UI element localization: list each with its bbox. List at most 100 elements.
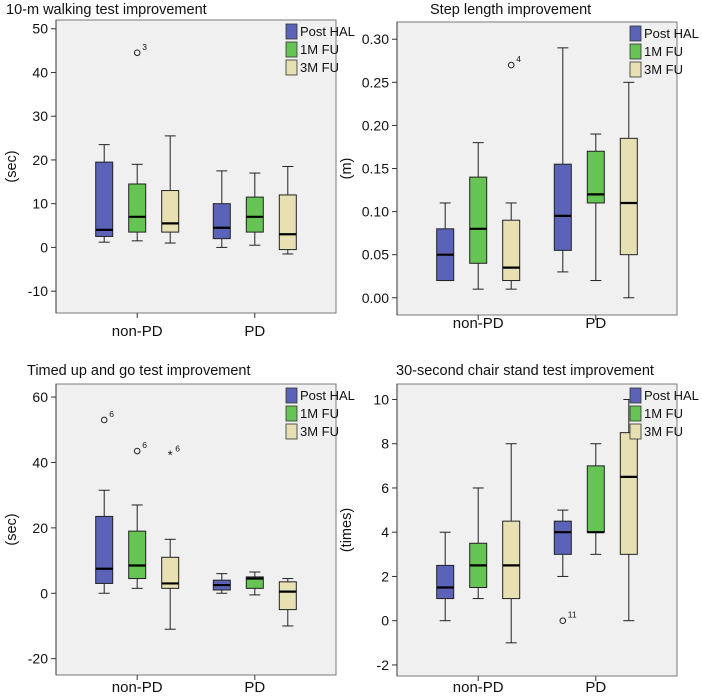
y-tick-label: 20 [32, 152, 48, 168]
legend-label: 1M FU [300, 406, 339, 421]
y-tick-label: 0.10 [362, 204, 389, 220]
y-tick-label: 30 [32, 108, 48, 124]
box-3m-fu-pd [278, 166, 297, 255]
y-tick-label: 4 [381, 524, 389, 540]
box-post-hal-non-pd: 6 [95, 409, 114, 594]
outlier-marker [133, 447, 141, 455]
y-tick-label: -2 [377, 657, 390, 673]
y-axis-label: (sec) [4, 150, 20, 182]
legend-swatch-1m-fu [629, 405, 642, 422]
y-tick-label: 0 [40, 585, 48, 601]
y-tick-label: 2 [381, 568, 389, 584]
box-3m-fu-non-pd [161, 135, 180, 244]
outlier-label: 4 [516, 54, 521, 64]
iqr-box [245, 196, 264, 233]
outlier-label: 6 [109, 409, 114, 419]
legend-label: 3M FU [300, 60, 339, 75]
legend: Post HAL 1M FU 3M FU [285, 23, 355, 76]
iqr-box [502, 219, 521, 282]
outlier-marker [507, 61, 515, 69]
box-1m-fu-pd [245, 172, 264, 246]
legend-label: 1M FU [644, 44, 683, 59]
box-post-hal-non-pd [436, 202, 455, 282]
chart-title: Step length improvement [430, 2, 591, 18]
box-post-hal-non-pd [95, 144, 114, 243]
outlier-label: 6 [175, 443, 180, 453]
legend-swatch-3m-fu [285, 59, 298, 76]
iqr-box [619, 137, 638, 256]
chart-title: 30-second chair stand test improvement [396, 363, 654, 379]
box-1m-fu-non-pd: 6 [128, 440, 147, 589]
legend-label: 3M FU [644, 424, 683, 439]
iqr-box [128, 530, 147, 580]
outlier-label: 11 [568, 610, 577, 620]
outlier-label: 6 [142, 440, 147, 450]
iqr-box [212, 203, 231, 240]
category-label: PD [244, 323, 265, 340]
box-1m-fu-non-pd: 3 [128, 42, 147, 242]
legend-swatch-post-hal [285, 23, 298, 40]
category-label: PD [244, 679, 265, 695]
box-3m-fu-pd [619, 398, 638, 622]
legend-swatch-post-hal [285, 387, 298, 404]
y-tick-label: -10 [28, 283, 48, 299]
iqr-box [161, 190, 180, 233]
legend-label: Post HAL [300, 388, 355, 403]
box-3m-fu-non-pd [502, 443, 521, 644]
y-tick-label: 0.25 [362, 74, 389, 90]
iqr-box [245, 576, 264, 589]
legend-label: 1M FU [644, 406, 683, 421]
y-tick-label: 0.20 [362, 117, 389, 133]
legend-label: 3M FU [644, 62, 683, 77]
legend-swatch-1m-fu [285, 41, 298, 58]
outlier-marker [559, 617, 567, 624]
chart-title: Timed up and go test improvement [27, 363, 251, 379]
box-1m-fu-pd [586, 133, 605, 282]
box-3m-fu-non-pd: 4 [502, 54, 521, 290]
y-tick-label: 0 [381, 613, 389, 629]
chart-panel-4: 30-second chair stand test improvement (t… [339, 363, 699, 696]
iqr-box [95, 161, 114, 237]
y-axis-label: (sec) [4, 513, 20, 545]
iqr-box [553, 520, 572, 555]
category-label: non-PD [453, 679, 504, 695]
y-tick-label: 10 [373, 391, 389, 407]
legend-swatch-post-hal [629, 25, 642, 42]
y-tick-label: 40 [32, 64, 48, 80]
legend-label: Post HAL [300, 24, 355, 39]
y-tick-label: 20 [32, 520, 48, 536]
outlier-marker [100, 416, 108, 424]
legend: Post HAL 1M FU 3M FU [285, 387, 355, 440]
extreme-outlier-marker: * [168, 447, 173, 462]
box-post-hal-pd [212, 170, 231, 248]
box-1m-fu-pd [586, 443, 605, 555]
legend-label: 3M FU [300, 424, 339, 439]
legend-swatch-3m-fu [629, 61, 642, 78]
y-tick-label: 0 [40, 239, 48, 255]
category-label: PD [585, 679, 606, 695]
legend-label: Post HAL [644, 26, 699, 41]
y-tick-label: -20 [28, 651, 48, 667]
chart-panel-2: Step length improvement (m) 0.00 0.05 0.10 0.… [339, 2, 699, 332]
iqr-box [619, 432, 638, 555]
chart-panel-1: 10-m walking test improvement (sec) -10 0 10… [4, 2, 355, 340]
box-post-hal-pd [553, 47, 572, 273]
box-3m-fu-pd [619, 81, 638, 299]
legend-swatch-post-hal [629, 387, 642, 404]
legend-swatch-1m-fu [285, 405, 298, 422]
iqr-box [278, 194, 297, 251]
iqr-box [161, 556, 180, 589]
category-label: non-PD [112, 679, 163, 695]
y-tick-label: 0.15 [362, 161, 389, 177]
iqr-box [586, 465, 605, 533]
iqr-box [95, 515, 114, 584]
box-1m-fu-non-pd [469, 487, 488, 600]
category-label: PD [585, 315, 606, 332]
outlier-marker [133, 49, 141, 57]
y-axis-label: (times) [339, 508, 355, 552]
legend-label: 1M FU [300, 42, 339, 57]
y-tick-label: 0.05 [362, 247, 389, 263]
legend: Post HAL 1M FU 3M FU [629, 387, 699, 440]
y-axis-label: (m) [339, 158, 355, 180]
category-label: non-PD [453, 315, 504, 332]
